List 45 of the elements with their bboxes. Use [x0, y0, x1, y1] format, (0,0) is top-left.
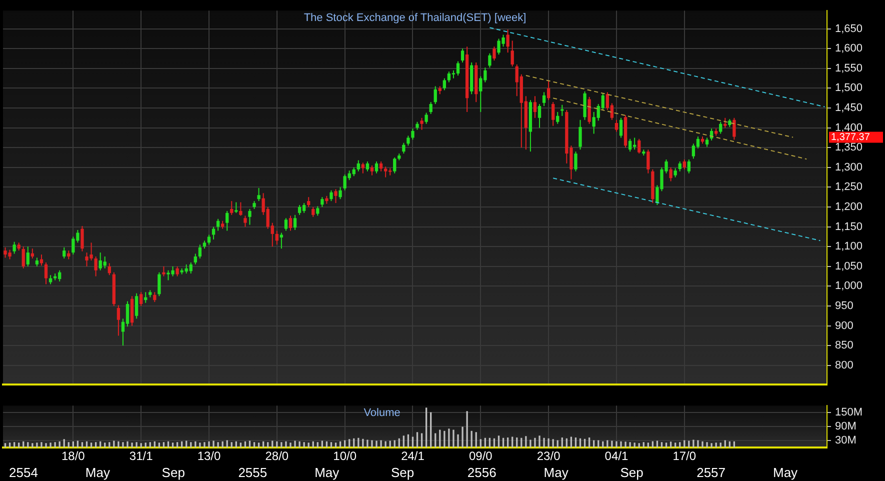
- y-tick-label: 1,100: [835, 240, 863, 253]
- y-tick-label: 1,200: [835, 201, 863, 214]
- y-tick-label: 1,500: [835, 82, 863, 94]
- text: May: [544, 465, 569, 480]
- y-tick-label: 1,150: [835, 220, 863, 233]
- x-tick-label: 09/0: [468, 449, 493, 464]
- y-tick-label: 1,650: [835, 22, 863, 35]
- y-tick-label: 150M: [835, 406, 863, 419]
- y-tick-label: 800: [835, 359, 854, 372]
- y-tick-label: 1,400: [835, 122, 863, 134]
- y-tick-label: 90M: [835, 420, 856, 433]
- y-tick-label: 1,300: [835, 161, 863, 174]
- y-tick-label: 1,050: [835, 260, 863, 272]
- x-tick-label: 23/0: [536, 449, 561, 464]
- chart-title: Volume: [364, 407, 400, 420]
- x-tick-label: 24/1: [401, 449, 425, 464]
- text: May: [85, 465, 110, 480]
- text: May: [773, 465, 798, 480]
- chart-title: The Stock Exchange of Thailand(SET) [week]: [304, 12, 526, 24]
- y-tick-label: 900: [835, 320, 854, 332]
- y-tick-label: 1,600: [835, 42, 863, 55]
- y-tick-label: 1,250: [835, 181, 863, 194]
- text: 1,377.37: [831, 132, 870, 144]
- y-tick-label: 950: [835, 300, 854, 312]
- text: 2555: [238, 465, 268, 480]
- y-tick-label: 850: [835, 340, 854, 352]
- x-tick-label: 18/0: [61, 449, 86, 464]
- x-tick-label: 17/0: [672, 449, 696, 464]
- y-tick-label: 1,350: [835, 142, 863, 154]
- text: Sep: [162, 465, 185, 480]
- text: 2557: [696, 465, 726, 480]
- text: May: [314, 465, 340, 480]
- y-tick-label: 1,550: [835, 62, 863, 74]
- y-tick-label: 1,450: [835, 102, 863, 114]
- x-tick-label: 13/0: [197, 449, 221, 464]
- x-tick-label: 31/1: [129, 449, 154, 464]
- x-tick-label: 28/0: [265, 449, 289, 464]
- text: Sep: [620, 465, 644, 480]
- y-tick-label: 1,000: [835, 280, 863, 292]
- text: Sep: [391, 465, 414, 480]
- y-tick-label: 30M: [835, 434, 856, 447]
- text: 2556: [467, 465, 496, 480]
- x-tick-label: 10/0: [333, 449, 357, 464]
- x-tick-label: 04/1: [604, 449, 628, 464]
- text: 2554: [9, 465, 38, 480]
